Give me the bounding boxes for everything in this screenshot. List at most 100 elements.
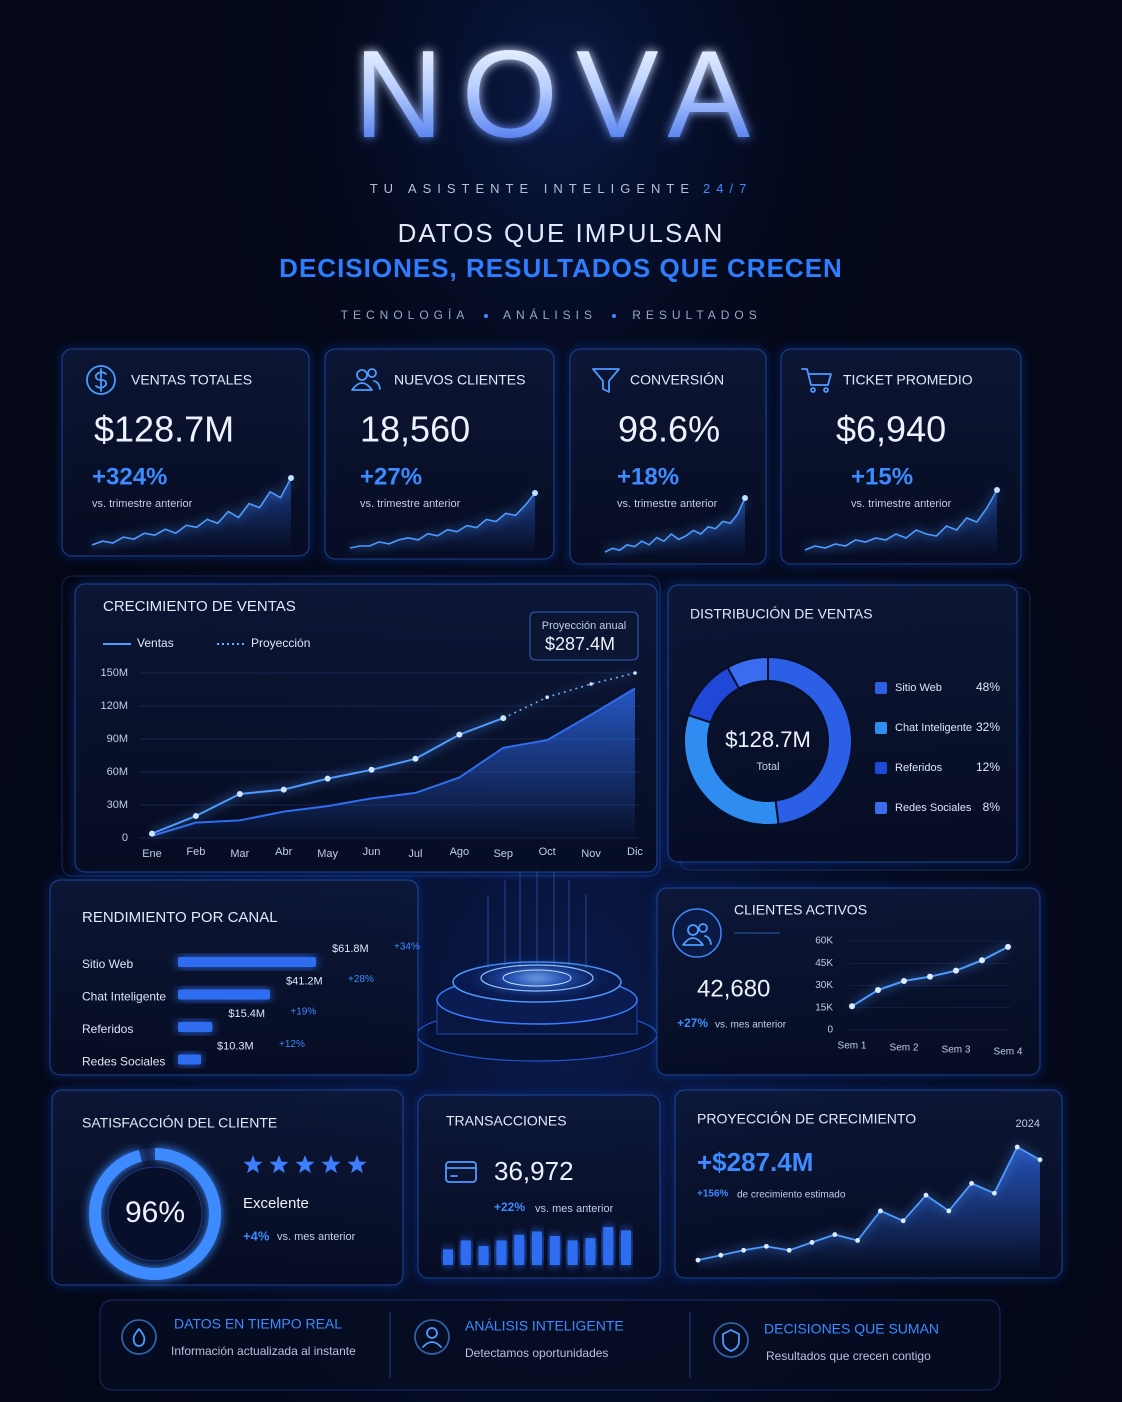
point [946,1208,952,1214]
point [718,1252,724,1258]
sparkline-end [994,487,1000,493]
bar-value: $61.8M [332,943,369,955]
metric-value: 42,680 [697,975,770,1002]
headline: DATOS QUE IMPULSAN [398,218,725,248]
legend-label: Proyección [251,636,310,650]
x-tick-label: Ene [142,848,162,860]
kpi-value: 18,560 [360,409,470,450]
bar [178,1022,213,1032]
y-tick-label: 120M [100,700,128,712]
panel [569,348,767,565]
y-tick-label: 90M [107,733,128,745]
separator-dot [612,314,616,318]
y-tick-label: 0 [122,832,128,844]
point [368,766,375,773]
bar-change: +12% [279,1039,305,1050]
x-tick-label: Abr [275,846,292,858]
point [855,1238,860,1243]
icon-part [121,1319,157,1355]
icon [351,368,381,391]
icon [86,365,116,395]
x-tick-label: Jul [408,848,422,860]
kpi-change: +15% [851,463,913,490]
icon-part [367,368,377,378]
sparkline-end [288,475,294,481]
sparkline [604,497,746,553]
metric-note: vs. mes anterior [715,1020,787,1031]
metric-value: +$287.4M [697,1147,813,1177]
bar-change: +34% [394,942,420,953]
point [1037,1157,1043,1163]
icon [121,1319,157,1355]
icon-part [682,937,704,946]
panel-frame [61,575,661,877]
point [900,1218,906,1224]
bar [178,957,316,967]
y-tick-label: 30K [815,980,833,991]
point [992,1190,997,1196]
kpi-change: +27% [360,463,422,490]
area [698,1147,1040,1270]
x-tick-label: May [317,848,338,860]
sparkline [804,489,998,551]
gauge-arc [89,1148,221,1280]
chart-title: DISTRIBUCIÓN DE VENTAS [690,606,873,622]
point [875,986,881,993]
star [321,1155,341,1174]
y-tick-label: 45K [815,958,833,969]
point [633,671,637,675]
legend-label: Chat Inteligente [895,722,972,734]
icon [592,368,620,393]
x-tick-label: Sem 1 [838,1041,867,1052]
panel [780,348,1022,565]
point [324,775,331,782]
x-tick-label: Nov [581,848,601,860]
point [280,786,287,793]
point [901,978,907,985]
bar [178,989,270,1000]
sparkline-end [532,490,538,496]
point [149,830,155,837]
legend-swatch [875,722,887,734]
annotation-value: $287.4M [545,634,615,654]
feature-title: ANÁLISIS INTELIGENTE [465,1318,624,1334]
point [764,1243,769,1249]
y-tick-label: 60M [107,766,128,778]
metric-value: 36,972 [494,1156,574,1186]
point [849,1003,855,1010]
icon-part [445,1161,477,1183]
bar [585,1238,596,1265]
icon [682,923,712,946]
icon [445,1161,477,1183]
icon-part [356,369,368,381]
legend-label: Referidos [895,762,943,774]
legend-label: Ventas [137,636,174,650]
sparkline-area [350,493,535,552]
metric-change: +4% [243,1228,270,1243]
icon-part [810,387,816,393]
x-tick-label: Sep [493,848,513,860]
y-tick-label: 15K [815,1002,833,1013]
icon-part [132,1328,146,1347]
x-tick-label: Feb [186,846,205,858]
icon-part [687,924,699,936]
x-tick-label: Dic [627,846,643,858]
separator-dot [484,314,488,318]
point [1005,943,1011,950]
metric-change: +156% [697,1189,729,1200]
sparkline-area [92,478,291,549]
sparkline-area [805,490,997,554]
y-tick-label: 150M [100,667,128,679]
tagline: TU ASISTENTE INTELIGENTE 24/7 [370,181,753,196]
icon [414,1319,450,1355]
point [832,1232,838,1237]
kpi-note: vs. trimestre anterior [360,498,461,510]
sparkline [349,492,536,549]
icon [713,1322,749,1358]
legend-value: 8% [983,800,1001,814]
icon-part [414,1319,450,1355]
feature-title: DATOS EN TIEMPO REAL [174,1316,342,1332]
metric-note: vs. mes anterior [535,1203,614,1215]
feature-text: Resultados que crecen contigo [766,1349,931,1363]
legend-value: 48% [976,680,1000,694]
